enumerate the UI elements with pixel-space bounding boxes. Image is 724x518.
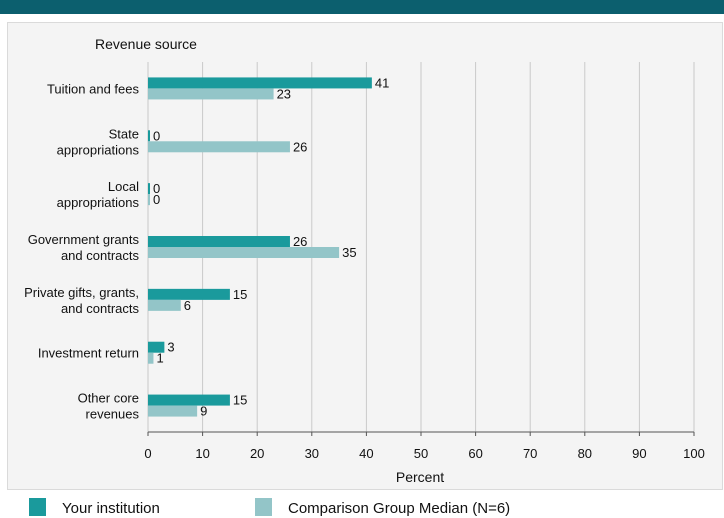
bar-comparison	[148, 141, 290, 153]
data-label: 15	[233, 287, 247, 302]
category-labels: Tuition and feesStateappropriationsLocal…	[24, 81, 139, 421]
category-label: Local	[108, 179, 139, 194]
chart-area	[7, 22, 723, 490]
bar-institution	[148, 236, 290, 247]
data-label: 23	[277, 86, 291, 101]
legend-swatch-institution	[29, 498, 46, 516]
category-label: Tuition and fees	[47, 81, 140, 96]
legend-swatch-comparison	[255, 498, 272, 516]
x-axis-label: Percent	[396, 469, 444, 485]
category-label: appropriations	[57, 142, 140, 157]
bar-institution	[148, 77, 372, 89]
x-tick-label: 30	[305, 446, 319, 461]
category-label: Government grants	[28, 232, 140, 247]
data-label: 26	[293, 139, 307, 154]
data-label: 1	[156, 351, 163, 366]
data-label: 35	[342, 245, 356, 260]
bar-comparison	[148, 88, 274, 100]
x-tick-label: 10	[195, 446, 209, 461]
bar-institution	[148, 341, 165, 353]
data-label: 3	[167, 340, 174, 355]
x-tick-label: 40	[359, 446, 373, 461]
x-tick-label: 100	[683, 446, 705, 461]
data-label: 0	[153, 128, 160, 143]
data-label: 0	[153, 181, 160, 196]
legend-label-institution: Your institution	[62, 500, 160, 517]
bar-comparison	[148, 247, 340, 258]
bar-comparison	[148, 194, 150, 206]
data-label: 41	[375, 75, 389, 90]
data-label: 15	[233, 393, 247, 408]
legend-label-comparison: Comparison Group Median (N=6)	[288, 500, 511, 517]
category-label: and contracts	[61, 301, 140, 316]
bar-institution	[148, 288, 230, 300]
category-label: Private gifts, grants,	[24, 285, 139, 300]
x-axis: 0 10 20 30 40 50 60 70 80 90 100	[144, 431, 705, 461]
data-label: 0	[153, 192, 160, 207]
category-label: appropriations	[57, 195, 140, 210]
x-tick-label: 90	[632, 446, 646, 461]
category-label: Investment return	[38, 346, 139, 361]
category-label: revenues	[86, 407, 140, 422]
bar-institution	[148, 130, 150, 142]
x-tick-label: 0	[144, 446, 151, 461]
x-tick-label: 80	[578, 446, 592, 461]
category-label: State	[109, 126, 139, 141]
bar-comparison	[148, 299, 181, 311]
category-label: and contracts	[61, 248, 140, 263]
legend: Your institution Comparison Group Median…	[0, 490, 724, 518]
x-tick-label: 50	[414, 446, 428, 461]
chart-title: Revenue source	[95, 36, 197, 52]
x-tick-label: 70	[523, 446, 537, 461]
category-label: Other core	[78, 391, 139, 406]
bar-comparison	[148, 405, 198, 417]
x-tick-label: 20	[250, 446, 264, 461]
data-label: 9	[200, 404, 207, 419]
bar-institution	[148, 394, 230, 406]
bar-comparison	[148, 352, 154, 364]
gridlines	[147, 62, 695, 432]
data-label: 26	[293, 234, 307, 249]
header-band	[0, 0, 724, 14]
data-label: 6	[184, 298, 191, 313]
x-tick-label: 60	[468, 446, 482, 461]
bar-institution	[148, 183, 150, 195]
